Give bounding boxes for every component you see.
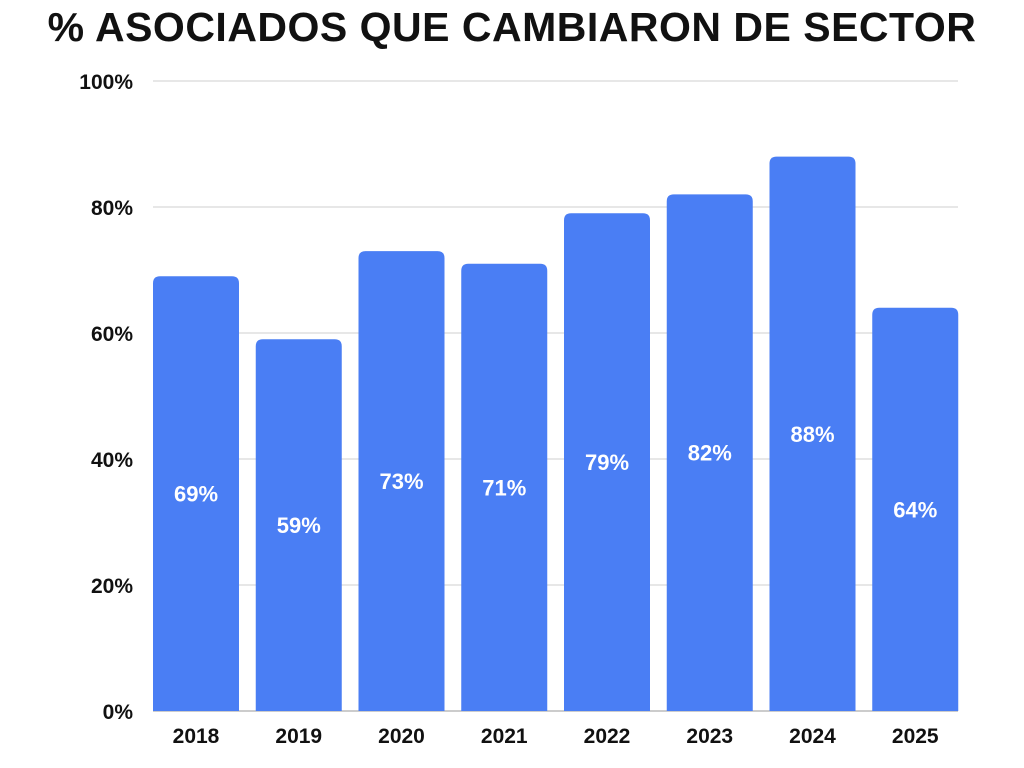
x-tick-label: 2023 xyxy=(686,725,733,748)
bar-2018 xyxy=(153,276,239,711)
bar-2023 xyxy=(666,194,753,711)
data-label: 71% xyxy=(482,475,526,500)
data-label: 59% xyxy=(277,513,321,538)
x-tick-label: 2024 xyxy=(789,725,836,748)
chart-title: % ASOCIADOS QUE CAMBIARON DE SECTOR xyxy=(47,4,977,50)
data-label: 69% xyxy=(174,482,218,507)
y-tick-label: 0% xyxy=(103,701,134,724)
bar-2022 xyxy=(564,213,650,712)
data-label: 88% xyxy=(790,422,834,447)
data-label: 64% xyxy=(893,497,937,522)
data-label: 73% xyxy=(379,469,423,494)
y-tick-label: 100% xyxy=(79,71,133,94)
x-tick-label: 2018 xyxy=(173,725,220,748)
y-tick-label: 20% xyxy=(91,575,133,598)
bar-2025 xyxy=(872,307,959,711)
bar-2024 xyxy=(769,156,856,712)
x-tick-label: 2020 xyxy=(378,725,425,748)
y-tick-label: 80% xyxy=(91,197,133,220)
x-tick-label: 2019 xyxy=(275,725,322,748)
x-tick-label: 2025 xyxy=(892,725,939,748)
y-tick-label: 40% xyxy=(91,449,133,472)
data-label: 82% xyxy=(688,441,732,466)
bar-2020 xyxy=(358,251,445,711)
data-label: 79% xyxy=(585,450,629,475)
bar-2019 xyxy=(255,339,342,711)
y-tick-label: 60% xyxy=(91,323,133,346)
x-tick-label: 2022 xyxy=(584,725,631,748)
x-tick-label: 2021 xyxy=(481,725,528,748)
bar-2021 xyxy=(461,263,548,711)
